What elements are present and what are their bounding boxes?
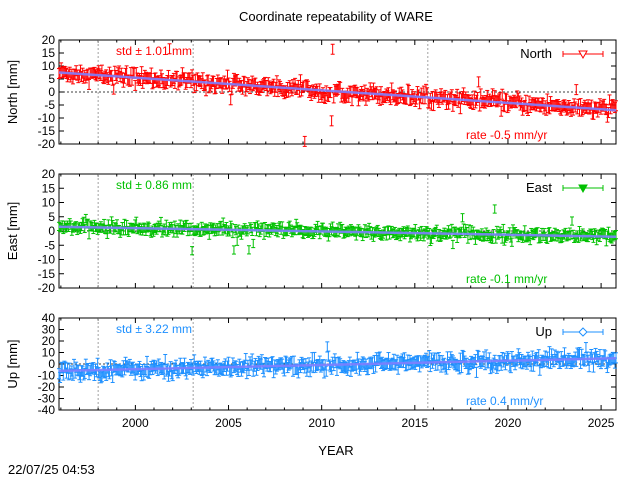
legend-marker [578, 50, 588, 60]
legend-marker [578, 184, 588, 194]
trend-line [58, 71, 617, 112]
y-tick-label: 0 [48, 224, 55, 238]
rate-label: rate 0.4 mm/yr [466, 394, 543, 408]
y-tick-label: 20 [42, 167, 56, 181]
legend-marker [578, 327, 588, 337]
x-tick-label: 2005 [215, 416, 242, 430]
y-tick-label: -10 [38, 111, 56, 125]
y-tick-label: 10 [42, 346, 56, 360]
y-tick-label: -5 [44, 238, 55, 252]
y-tick-label: 40 [42, 311, 56, 325]
y-tick-label: 20 [42, 33, 56, 47]
rate-label: rate -0.1 mm/yr [466, 272, 547, 286]
std-label: std ± 0.86 mm [116, 178, 192, 192]
y-tick-label: -30 [38, 392, 56, 406]
legend: North [520, 46, 604, 61]
x-axis-label: YEAR [318, 443, 353, 458]
y-tick-label: -20 [38, 137, 56, 151]
data-points [57, 204, 618, 256]
y-tick-label: -20 [38, 281, 56, 295]
y-tick-label: -15 [38, 124, 56, 138]
y-tick-label: 0 [48, 357, 55, 371]
y-axis-label: Up [mm] [5, 339, 20, 388]
y-tick-label: -10 [38, 369, 56, 383]
y-tick-label: 10 [42, 196, 56, 210]
timestamp: 22/07/25 04:53 [8, 462, 95, 477]
rate-label: rate -0.5 mm/yr [466, 128, 547, 142]
y-tick-label: -20 [38, 380, 56, 394]
y-tick-label: 10 [42, 59, 56, 73]
chart-title: Coordinate repeatability of WARE [239, 9, 433, 24]
trend-line [58, 357, 617, 373]
y-axis-label: East [mm] [5, 202, 20, 261]
y-tick-label: 15 [42, 46, 56, 60]
y-tick-label: 15 [42, 181, 56, 195]
std-label: std ± 3.22 mm [116, 322, 192, 336]
x-tick-label: 2000 [122, 416, 149, 430]
y-tick-label: -5 [44, 98, 55, 112]
y-tick-label: -15 [38, 267, 56, 281]
legend: East [526, 180, 604, 195]
y-axis-label: North [mm] [5, 60, 20, 124]
y-tick-label: 0 [48, 85, 55, 99]
x-tick-label: 2010 [308, 416, 335, 430]
y-tick-label: 5 [48, 72, 55, 86]
legend: Up [535, 324, 604, 339]
y-tick-label: -10 [38, 253, 56, 267]
trend-line [58, 225, 617, 238]
legend-label: North [520, 46, 552, 61]
legend-label: Up [535, 324, 552, 339]
y-tick-label: -40 [38, 403, 56, 417]
y-tick-label: 5 [48, 210, 55, 224]
y-tick-label: 30 [42, 323, 56, 337]
data-points [57, 341, 618, 384]
y-tick-label: 20 [42, 334, 56, 348]
std-label: std ± 1.01 mm [116, 44, 192, 58]
legend-label: East [526, 180, 552, 195]
